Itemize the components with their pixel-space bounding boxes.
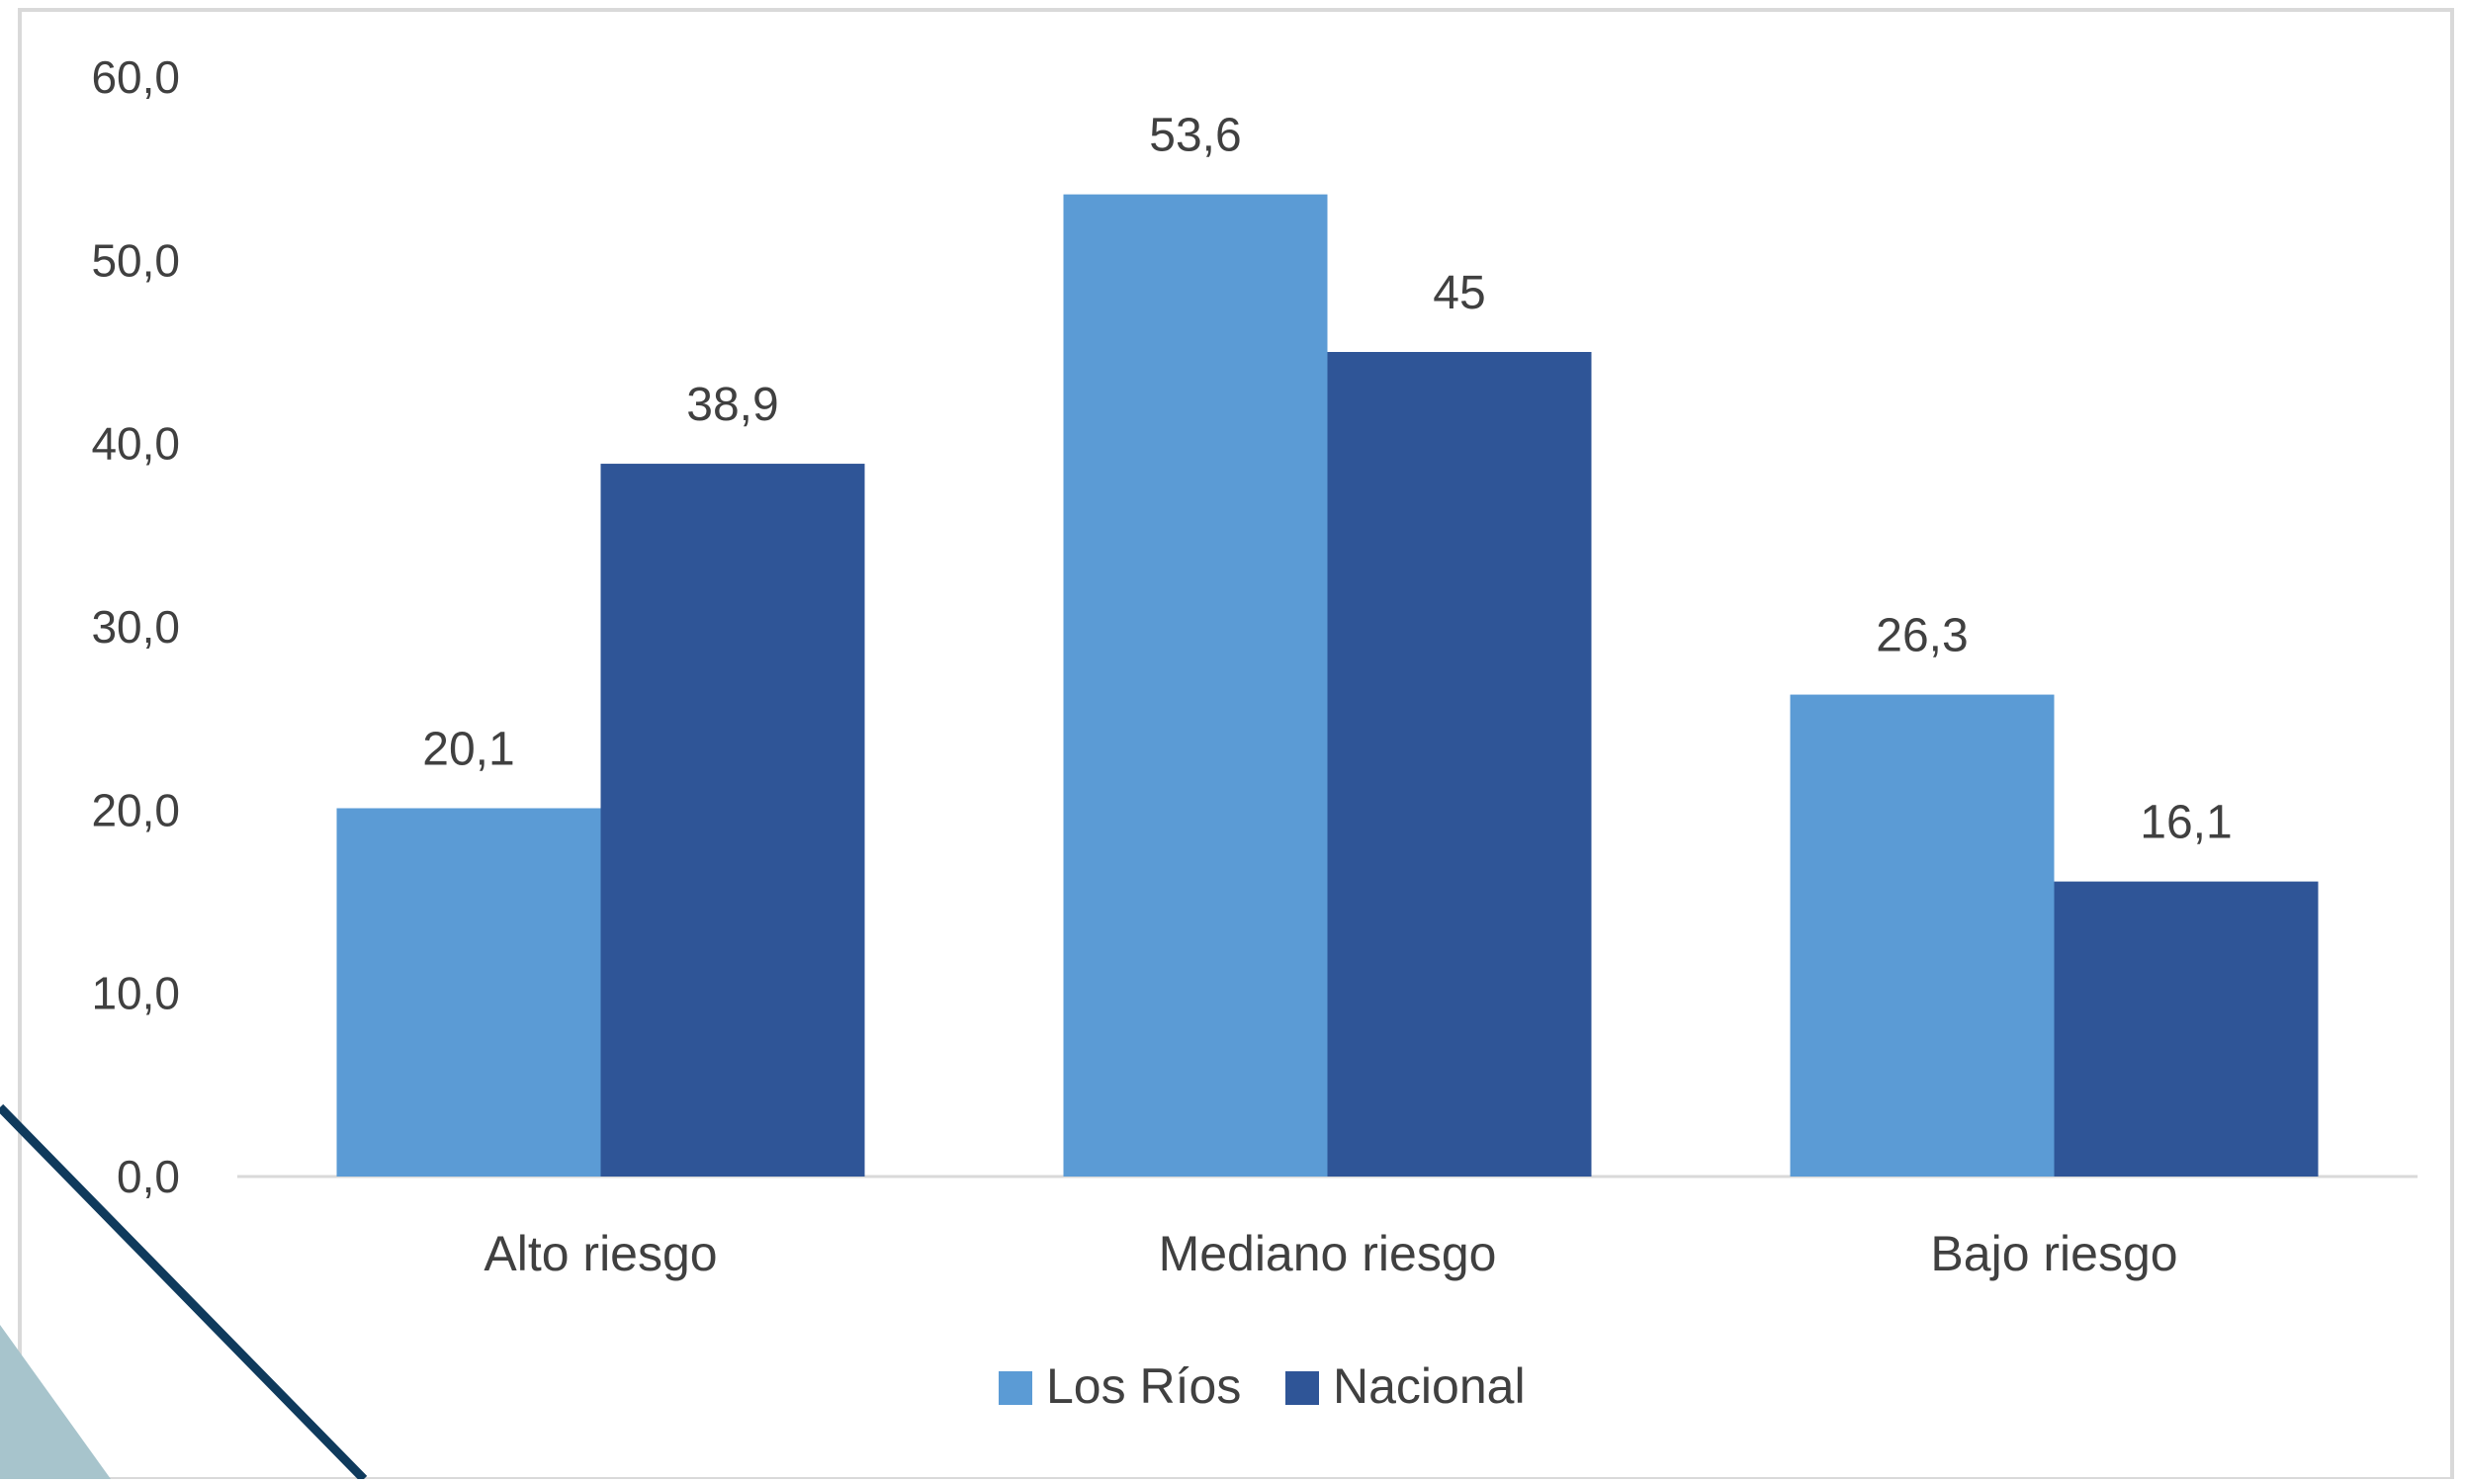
x-tick-label: Mediano riesgo — [1159, 1226, 1497, 1281]
x-tick-label: Alto riesgo — [484, 1226, 717, 1281]
y-tick-label: 40,0 — [91, 418, 180, 470]
y-tick-label: 60,0 — [91, 51, 180, 103]
bar-los-rios-mediano-riesgo — [1063, 194, 1328, 1177]
corner-triangle-decoration — [0, 1325, 111, 1479]
bar-nacional-alto-riesgo — [600, 464, 865, 1177]
bar-los-rios-alto-riesgo — [336, 808, 601, 1177]
data-label: 16,1 — [2140, 797, 2232, 849]
legend-swatch-los-rios — [999, 1371, 1032, 1405]
corner-diagonal-line — [0, 1103, 368, 1483]
data-label: 45 — [1433, 267, 1485, 319]
y-tick-label: 20,0 — [91, 784, 180, 835]
data-label: 26,3 — [1876, 610, 1968, 662]
x-tick-label: Bajo riesgo — [1930, 1226, 2177, 1281]
y-tick-label: 10,0 — [91, 968, 180, 1019]
bar-los-rios-bajo-riesgo — [1790, 694, 2055, 1177]
bar-nacional-mediano-riesgo — [1327, 352, 1592, 1177]
y-tick-label: 50,0 — [91, 234, 180, 286]
y-tick-label: 0,0 — [117, 1151, 180, 1202]
legend-label-los-rios: Los Ríos — [1046, 1358, 1241, 1414]
data-label: 53,6 — [1149, 110, 1241, 162]
legend-label-nacional: Nacional — [1333, 1358, 1526, 1414]
bar-nacional-bajo-riesgo — [2054, 881, 2319, 1177]
y-tick-label: 30,0 — [91, 601, 180, 653]
data-label: 20,1 — [422, 723, 514, 775]
legend-swatch-nacional — [1285, 1371, 1319, 1405]
data-label: 38,9 — [686, 379, 778, 431]
